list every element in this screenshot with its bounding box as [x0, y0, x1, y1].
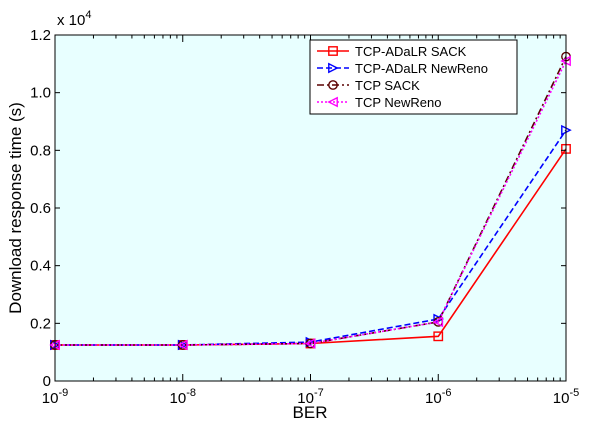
x-axis-label: BER: [293, 403, 328, 422]
legend-marker-1: [328, 46, 338, 56]
x-tick-base: 10: [425, 390, 442, 407]
x-tick-exponent: -9: [58, 387, 68, 399]
x-tick-base: 10: [42, 390, 59, 407]
y-multiplier-base: x 10: [57, 12, 85, 29]
x-tick-base: 10: [170, 390, 187, 407]
y-tick-label: 0.4: [30, 258, 51, 275]
y-multiplier-exponent: 4: [85, 9, 91, 21]
legend-label-2: TCP-ADaLR NewReno: [355, 61, 488, 76]
x-tick-label: 10-8: [170, 387, 196, 407]
legend-label-1: TCP-ADaLR SACK: [355, 44, 467, 59]
series-4-point: [304, 338, 316, 349]
x-tick-label: 10-5: [553, 387, 579, 407]
y-tick-label: 1.2: [30, 27, 51, 44]
x-tick-label: 10-6: [425, 387, 451, 407]
y-tick-label: 1.0: [30, 85, 51, 102]
legend-marker-2: [328, 62, 339, 74]
legend-marker-4: [327, 96, 338, 108]
x-axis: 10-9 10-8 10-7 10-6 10-5: [42, 35, 579, 407]
legend-box: [309, 39, 518, 115]
x-tick-exponent: -7: [314, 387, 324, 399]
y-tick-label: 0: [43, 373, 51, 390]
x-tick-base: 10: [553, 390, 570, 407]
series-1-point: [433, 331, 444, 342]
y-axis: 0 0.2 0.4 0.6 0.8 1.0 1.2: [30, 27, 566, 390]
y-tick-label: 0.8: [30, 142, 51, 159]
x-tick-label: 10-9: [42, 387, 68, 407]
x-tick-base: 10: [297, 390, 314, 407]
x-tick-exponent: -8: [186, 387, 196, 399]
x-tick-label: 10-7: [297, 387, 323, 407]
legend-label-3: TCP SACK: [355, 78, 420, 93]
y-tick-label: 0.6: [30, 200, 51, 217]
series-line-4: [55, 60, 567, 346]
x-tick-exponent: -5: [569, 387, 579, 399]
y-axis-label: Download response time (s): [6, 102, 25, 314]
series-layer: [49, 51, 572, 351]
legend-marker-3: [328, 80, 338, 90]
legend: TCP-ADaLR SACK TCP-ADaLR NewReno TCP SACK T…: [309, 39, 518, 115]
y-multiplier-label: x 104: [57, 9, 91, 29]
y-tick-label: 0.2: [30, 315, 51, 332]
series-4-point: [432, 316, 444, 328]
x-tick-exponent: -6: [442, 387, 452, 399]
legend-label-4: TCP NewReno: [355, 95, 441, 110]
series-4-point: [176, 339, 188, 351]
